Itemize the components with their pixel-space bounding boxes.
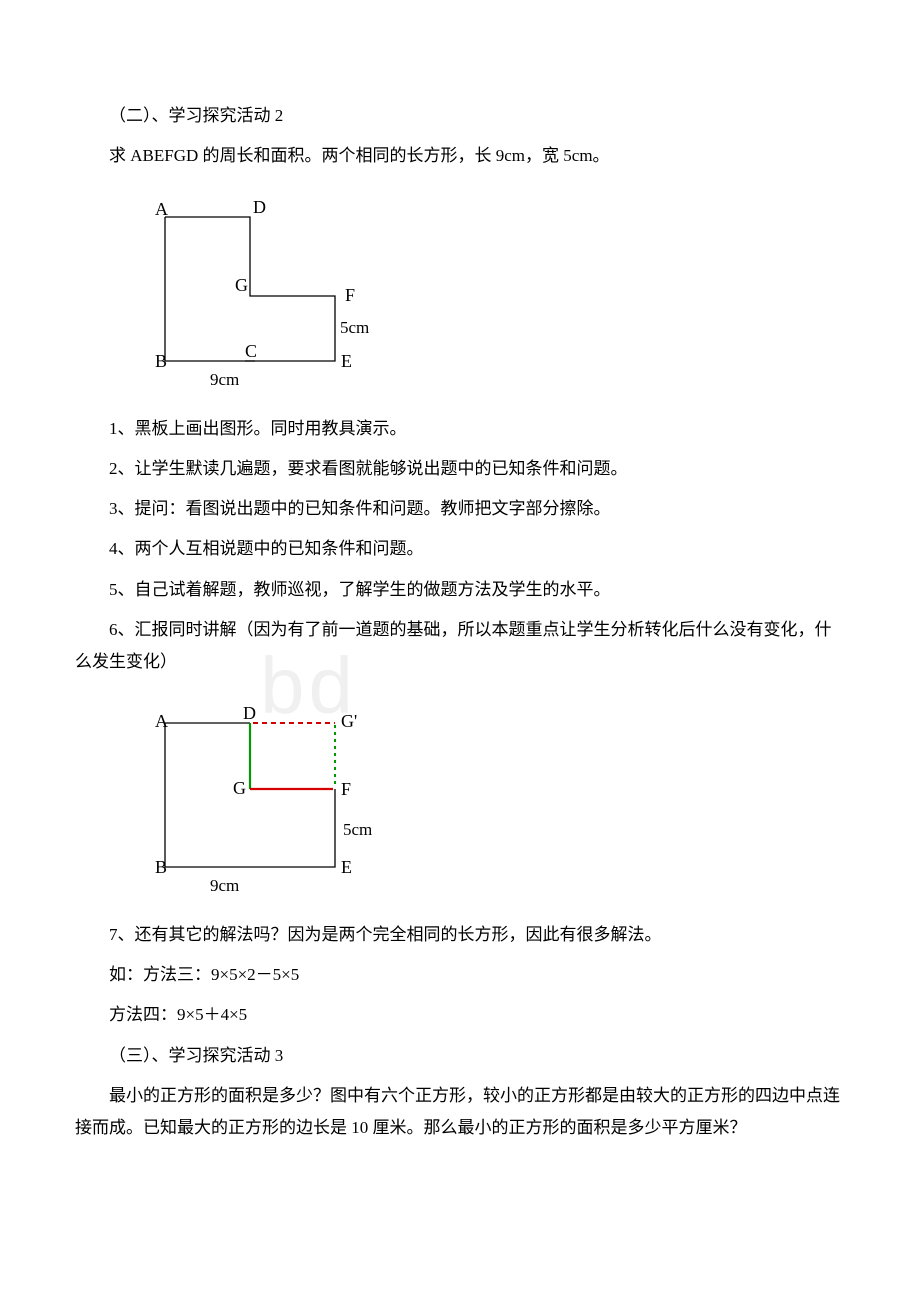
section3-heading: （三）、学习探究活动 3: [75, 1040, 845, 1072]
label-9cm-1: 9cm: [210, 370, 239, 389]
step-6: 6、汇报同时讲解（因为有了前一道题的基础，所以本题重点让学生分析转化后什么没有变…: [75, 614, 845, 679]
label-A2: A: [155, 711, 168, 731]
section2-problem: 求 ABEFGD 的周长和面积。两个相同的长方形，长 9cm，宽 5cm。: [75, 140, 845, 172]
label-F: F: [345, 285, 355, 305]
label-B: B: [155, 351, 167, 371]
step-2: 2、让学生默读几遍题，要求看图就能够说出题中的已知条件和问题。: [75, 453, 845, 485]
label-D2: D: [243, 703, 256, 723]
diagram-2: A B D G G' F E 5cm 9cm: [155, 697, 845, 897]
label-5cm-2: 5cm: [343, 820, 372, 839]
label-E: E: [341, 351, 352, 371]
section2-heading: （二）、学习探究活动 2: [75, 100, 845, 132]
label-G: G: [235, 275, 248, 295]
label-9cm-2: 9cm: [210, 876, 239, 895]
diagram-1: A B C D E F G 5cm 9cm: [155, 191, 845, 391]
label-F2: F: [341, 779, 351, 799]
label-E2: E: [341, 857, 352, 877]
method-4: 方法四：9×5＋4×5: [75, 999, 845, 1031]
label-A: A: [155, 199, 168, 219]
section3-problem: 最小的正方形的面积是多少？图中有六个正方形，较小的正方形都是由较大的正方形的四边…: [75, 1080, 845, 1145]
step-4: 4、两个人互相说题中的已知条件和问题。: [75, 533, 845, 565]
step-1: 1、黑板上画出图形。同时用教具演示。: [75, 413, 845, 445]
label-C: C: [245, 341, 257, 361]
step-5: 5、自己试着解题，教师巡视，了解学生的做题方法及学生的水平。: [75, 574, 845, 606]
label-Gp: G': [341, 711, 357, 731]
label-5cm-1: 5cm: [340, 318, 369, 337]
label-D: D: [253, 197, 266, 217]
label-B2: B: [155, 857, 167, 877]
label-G2: G: [233, 778, 246, 798]
method-3: 如：方法三：9×5×2－5×5: [75, 959, 845, 991]
step-3: 3、提问：看图说出题中的已知条件和问题。教师把文字部分擦除。: [75, 493, 845, 525]
step-7: 7、还有其它的解法吗？因为是两个完全相同的长方形，因此有很多解法。: [75, 919, 845, 951]
